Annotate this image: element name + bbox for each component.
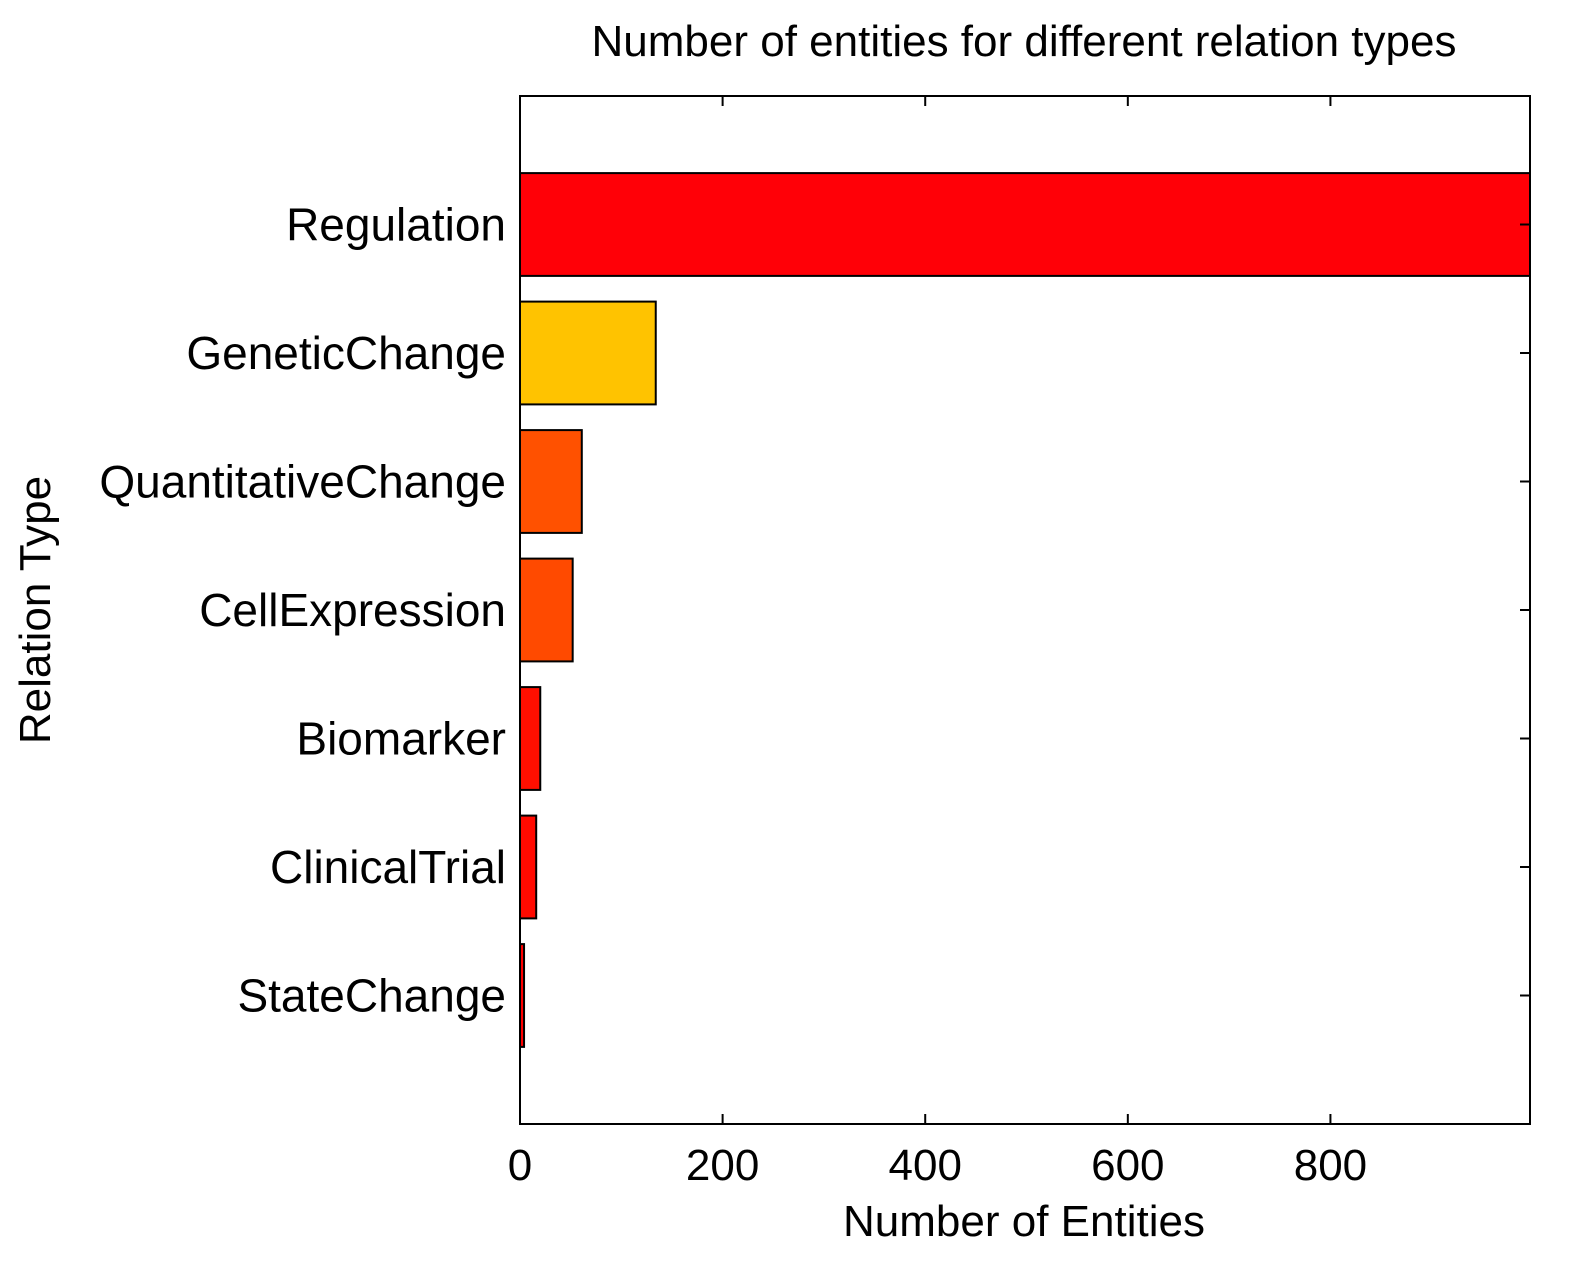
- x-tick-label: 600: [1091, 1141, 1164, 1190]
- x-tick-label: 0: [508, 1141, 532, 1190]
- bar-geneticchange: [519, 300, 657, 406]
- x-tick-label: 400: [889, 1141, 962, 1190]
- category-label-geneticchange: GeneticChange: [186, 327, 506, 379]
- bar-quantitativechange: [519, 429, 583, 534]
- bar-cellexpression: [519, 557, 574, 663]
- bar-regulation: [519, 172, 1531, 277]
- bar-clinicaltrial: [519, 814, 538, 920]
- x-tick-label: 200: [686, 1141, 759, 1190]
- category-label-biomarker: Biomarker: [296, 713, 506, 765]
- category-label-clinicaltrial: ClinicalTrial: [270, 841, 506, 893]
- category-label-regulation: Regulation: [286, 199, 506, 251]
- category-label-quantitativechange: QuantitativeChange: [99, 456, 506, 508]
- chart-title: Number of entities for different relatio…: [592, 17, 1457, 66]
- ticks-group: [519, 96, 1530, 1124]
- category-labels-group: Regulation GeneticChange QuantitativeChang…: [99, 199, 506, 1022]
- x-tick-label: 800: [1294, 1141, 1367, 1190]
- x-tick-labels-group: 0 200 400 600 800: [508, 1141, 1367, 1190]
- bar-biomarker: [519, 686, 542, 791]
- y-axis-label: Relation Type: [11, 476, 60, 744]
- category-label-cellexpression: CellExpression: [199, 584, 506, 636]
- category-label-statechange: StateChange: [237, 970, 506, 1022]
- bars-group: [519, 172, 1531, 1048]
- x-axis-label: Number of Entities: [843, 1197, 1205, 1246]
